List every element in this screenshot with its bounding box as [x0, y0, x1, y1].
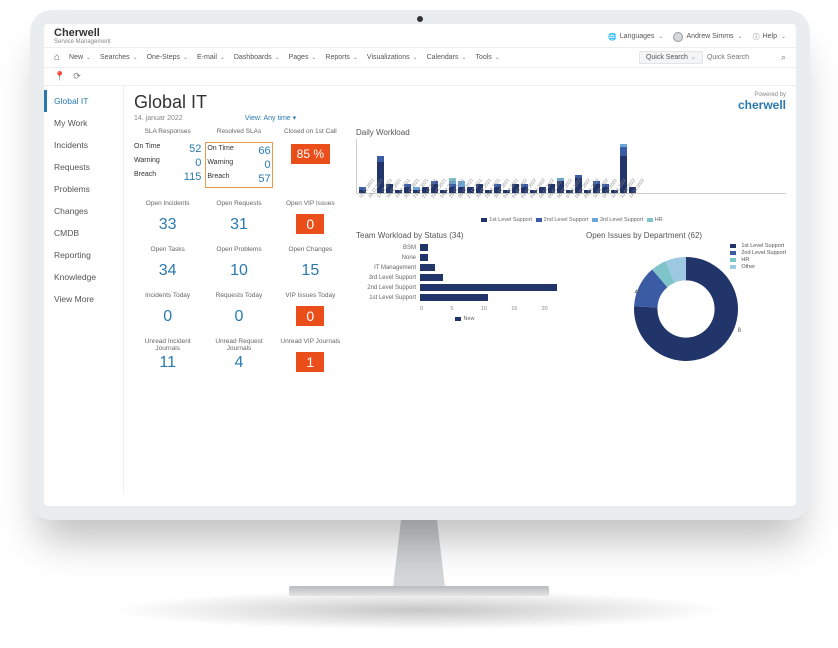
- quick-search-input[interactable]: [707, 54, 777, 61]
- sidebar-item-knowledge[interactable]: Knowledge: [44, 266, 123, 288]
- metric-open-requests[interactable]: Open Requests31: [205, 200, 272, 240]
- metric-unread-request-journals[interactable]: Unread Request Journals4: [205, 338, 272, 378]
- metric-open-incidents[interactable]: Open Incidents33: [134, 200, 201, 240]
- menu-bar: ⌂ New ⌄ Searches ⌄ One-Steps ⌄ E-mail ⌄ Dash…: [44, 48, 796, 68]
- dept-donut-chart: Open Issues by Department (62) 847 1st L…: [586, 231, 786, 378]
- sidebar-item-my-work[interactable]: My Work: [44, 112, 123, 134]
- menu-one-steps[interactable]: One-Steps ⌄: [147, 54, 188, 61]
- menu-e-mail[interactable]: E-mail ⌄: [197, 54, 225, 61]
- brand-sub: Service Management: [54, 39, 111, 45]
- metric-unread-vip-journals[interactable]: Unread VIP Journals1: [277, 338, 344, 378]
- tool-row: 📍 ⟳: [44, 68, 796, 86]
- refresh-icon[interactable]: ⟳: [73, 71, 81, 82]
- dashboard: Global IT 14. januar 2022 View: Any time…: [124, 86, 796, 494]
- metric-requests-today[interactable]: Requests Today0: [205, 292, 272, 332]
- metric-unread-incident-journals[interactable]: Unread Incident Journals11: [134, 338, 201, 378]
- brand-bar: Cherwell Service Management 🌐 Languages …: [44, 24, 796, 48]
- search-icon[interactable]: ⌕: [781, 52, 786, 63]
- sidebar-item-view-more[interactable]: View More: [44, 288, 123, 310]
- sidebar-item-cmdb[interactable]: CMDB: [44, 222, 123, 244]
- daily-workload-chart: Daily Workload 15.12.202116.12.202117.12…: [356, 128, 786, 223]
- home-icon[interactable]: ⌂: [54, 52, 60, 63]
- metric-open-changes[interactable]: Open Changes15: [277, 246, 344, 286]
- sidebar-item-requests[interactable]: Requests: [44, 156, 123, 178]
- metrics-grid: SLA Responses On Time52Warning0Breach115…: [134, 128, 344, 378]
- menu-reports[interactable]: Reports ⌄: [325, 54, 358, 61]
- monitor-frame: Cherwell Service Management 🌐 Languages …: [30, 10, 810, 520]
- team-workload-chart: Team Workload by Status (34) BSMNoneIT M…: [356, 231, 572, 378]
- menu-searches[interactable]: Searches ⌄: [100, 54, 138, 61]
- sla-responses: SLA Responses On Time52Warning0Breach115: [134, 128, 201, 194]
- user-menu[interactable]: Andrew Simms ⌄: [673, 32, 742, 42]
- camera-dot: [417, 16, 423, 22]
- brand-name: Cherwell: [54, 28, 111, 39]
- sidebar-item-reporting[interactable]: Reporting: [44, 244, 123, 266]
- metric-incidents-today[interactable]: Incidents Today0: [134, 292, 201, 332]
- help-menu[interactable]: ⓘ Help ⌄: [753, 32, 786, 42]
- pin-icon[interactable]: 📍: [54, 71, 65, 82]
- metric-open-vip-issues[interactable]: Open VIP Issues0: [277, 200, 344, 240]
- menu-pages[interactable]: Pages ⌄: [289, 54, 317, 61]
- sidebar-item-global-it[interactable]: Global IT: [44, 90, 123, 112]
- page-date: 14. januar 2022: [134, 115, 183, 122]
- quick-search-button[interactable]: Quick Search ⌄: [639, 51, 703, 64]
- languages-menu[interactable]: 🌐 Languages ⌄: [608, 33, 663, 41]
- app-screen: Cherwell Service Management 🌐 Languages …: [44, 24, 796, 506]
- metric-open-tasks[interactable]: Open Tasks34: [134, 246, 201, 286]
- sidebar: Global ITMy WorkIncidentsRequestsProblem…: [44, 86, 124, 494]
- sidebar-item-incidents[interactable]: Incidents: [44, 134, 123, 156]
- sidebar-item-changes[interactable]: Changes: [44, 200, 123, 222]
- menu-new[interactable]: New ⌄: [69, 54, 91, 61]
- sla-resolved: Resolved SLAs On Time66Warning0Breach57: [205, 128, 272, 194]
- menu-tools[interactable]: Tools ⌄: [475, 54, 499, 61]
- menu-visualizations[interactable]: Visualizations ⌄: [367, 54, 418, 61]
- powered-by: Powered by cherwell: [738, 92, 786, 112]
- metric-open-problems[interactable]: Open Problems10: [205, 246, 272, 286]
- sidebar-item-problems[interactable]: Problems: [44, 178, 123, 200]
- closed-first-call: Closed on 1st Call 85 %: [277, 128, 344, 194]
- view-filter[interactable]: View: Any time ▾: [245, 115, 296, 122]
- avatar-icon: [673, 32, 683, 42]
- menu-calendars[interactable]: Calendars ⌄: [427, 54, 467, 61]
- page-title: Global IT: [134, 92, 296, 113]
- menu-dashboards[interactable]: Dashboards ⌄: [234, 54, 280, 61]
- metric-vip-issues-today[interactable]: VIP Issues Today0: [277, 292, 344, 332]
